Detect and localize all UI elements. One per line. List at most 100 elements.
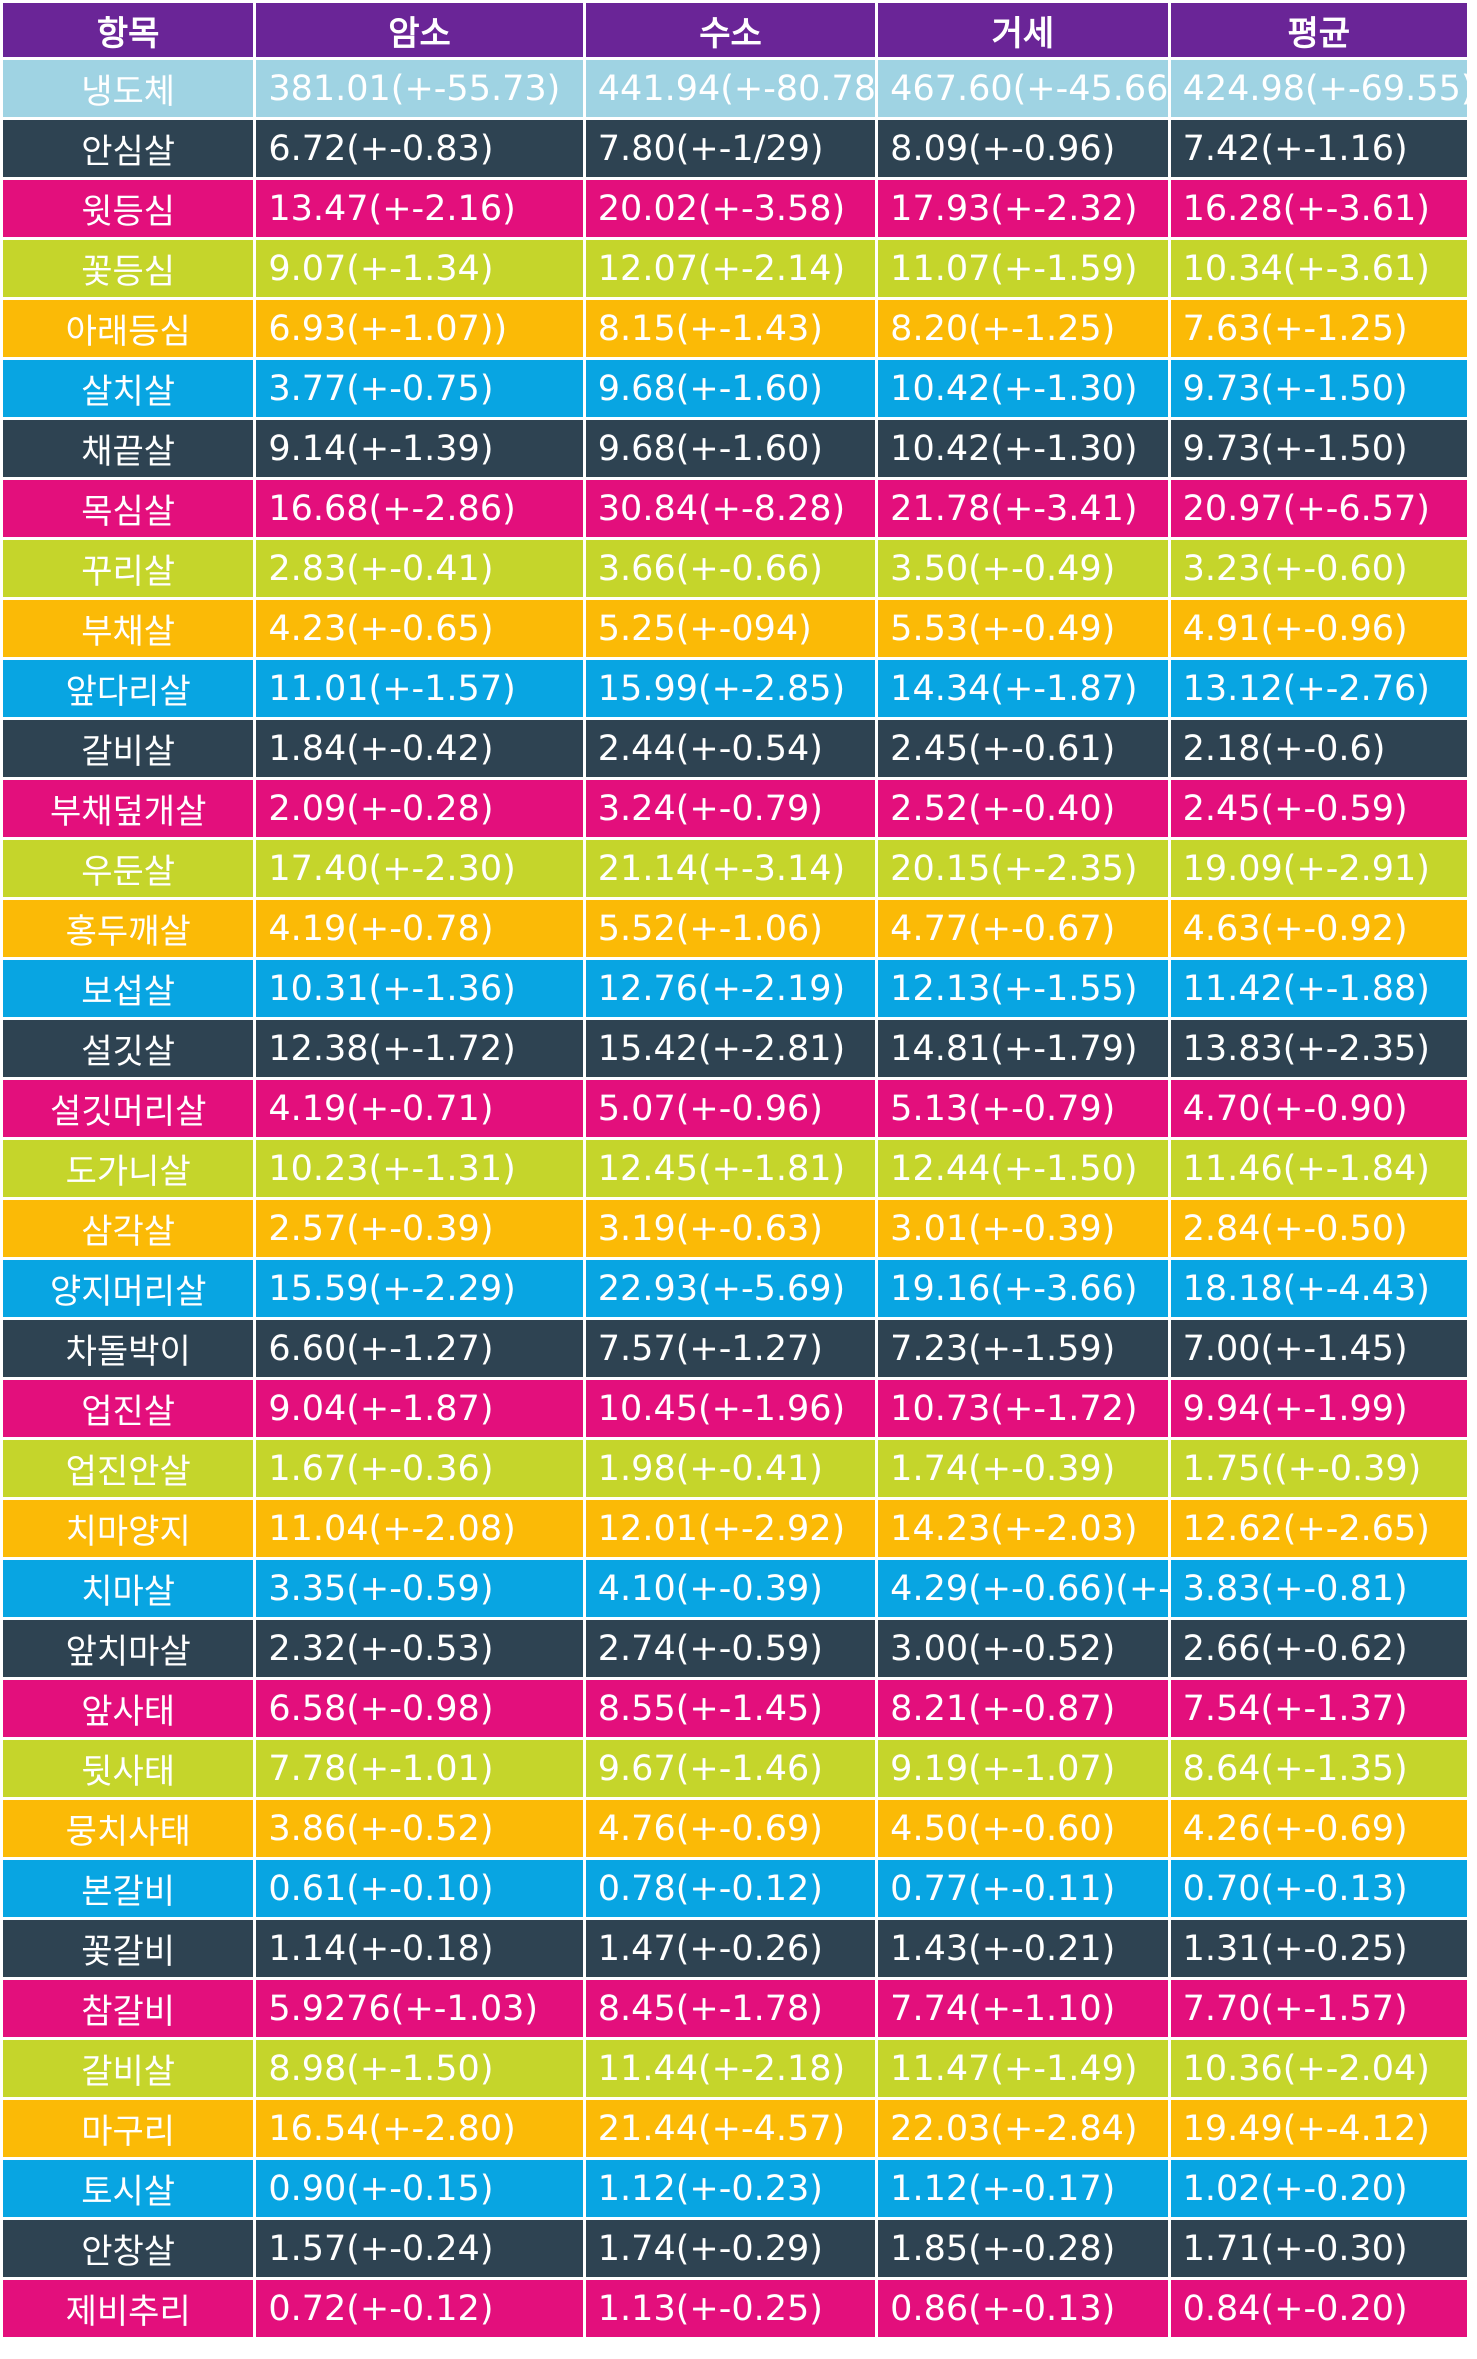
table-row: 목심살 16.68(+-2.86) 30.84(+-8.28) 21.78(+-3.4… — [3, 480, 1467, 537]
bull-value-cell: 8.55(+-1.45) — [585, 1680, 876, 1737]
steer-value-cell: 14.23(+-2.03) — [878, 1500, 1168, 1557]
average-value-cell: 7.70(+-1.57) — [1170, 1980, 1467, 2037]
average-value-cell: 4.70(+-0.90) — [1170, 1080, 1467, 1137]
cow-value-cell: 2.83(+-0.41) — [256, 540, 583, 597]
steer-value-cell: 0.86(+-0.13) — [878, 2280, 1168, 2337]
bull-value-cell: 2.44(+-0.54) — [585, 720, 876, 777]
cow-value-cell: 9.14(+-1.39) — [256, 420, 583, 477]
cut-name-cell: 본갈비 — [3, 1860, 254, 1917]
table-row: 마구리 16.54(+-2.80) 21.44(+-4.57) 22.03(+-2.8… — [3, 2100, 1467, 2157]
cut-name-cell: 꾸리살 — [3, 540, 254, 597]
cow-value-cell: 16.54(+-2.80) — [256, 2100, 583, 2157]
table-row: 앞다리살 11.01(+-1.57) 15.99(+-2.85) 14.34(+-1.… — [3, 660, 1467, 717]
bull-value-cell: 12.45(+-1.81) — [585, 1140, 876, 1197]
cut-name-cell: 제비추리 — [3, 2280, 254, 2337]
steer-value-cell: 5.53(+-0.49) — [878, 600, 1168, 657]
average-value-cell: 16.28(+-3.61) — [1170, 180, 1467, 237]
average-value-cell: 4.91(+-0.96) — [1170, 600, 1467, 657]
cut-name-cell: 안심살 — [3, 120, 254, 177]
steer-value-cell: 467.60(+-45.66) — [878, 60, 1168, 117]
cut-name-cell: 뭉치사태 — [3, 1800, 254, 1857]
table-row: 뭉치사태 3.86(+-0.52) 4.76(+-0.69) 4.50(+-0.60)… — [3, 1800, 1467, 1857]
steer-value-cell: 8.21(+-0.87) — [878, 1680, 1168, 1737]
steer-value-cell: 17.93(+-2.32) — [878, 180, 1168, 237]
bull-value-cell: 8.15(+-1.43) — [585, 300, 876, 357]
bull-value-cell: 8.45(+-1.78) — [585, 1980, 876, 2037]
average-value-cell: 1.71(+-0.30) — [1170, 2220, 1467, 2277]
average-value-cell: 7.42(+-1.16) — [1170, 120, 1467, 177]
steer-value-cell: 8.09(+-0.96) — [878, 120, 1168, 177]
bull-value-cell: 1.13(+-0.25) — [585, 2280, 876, 2337]
bull-value-cell: 4.76(+-0.69) — [585, 1800, 876, 1857]
bull-value-cell: 441.94(+-80.78) — [585, 60, 876, 117]
average-value-cell: 11.42(+-1.88) — [1170, 960, 1467, 1017]
cow-value-cell: 5.9276(+-1.03) — [256, 1980, 583, 2037]
steer-value-cell: 3.50(+-0.49) — [878, 540, 1168, 597]
steer-value-cell: 1.43(+-0.21) — [878, 1920, 1168, 1977]
average-value-cell: 2.66(+-0.62) — [1170, 1620, 1467, 1677]
bull-value-cell: 0.78(+-0.12) — [585, 1860, 876, 1917]
table-row: 우둔살 17.40(+-2.30) 21.14(+-3.14) 20.15(+-2.3… — [3, 840, 1467, 897]
table-row: 꾸리살 2.83(+-0.41) 3.66(+-0.66) 3.50(+-0.49) 3… — [3, 540, 1467, 597]
table-row: 부채살 4.23(+-0.65) 5.25(+-094) 5.53(+-0.49) 4.… — [3, 600, 1467, 657]
cow-value-cell: 0.90(+-0.15) — [256, 2160, 583, 2217]
table-row: 치마양지 11.04(+-2.08) 12.01(+-2.92) 14.23(+-2.… — [3, 1500, 1467, 1557]
cut-name-cell: 도가니살 — [3, 1140, 254, 1197]
steer-value-cell: 10.73(+-1.72) — [878, 1380, 1168, 1437]
cut-name-cell: 목심살 — [3, 480, 254, 537]
bull-value-cell: 12.76(+-2.19) — [585, 960, 876, 1017]
average-value-cell: 1.75((+-0.39) — [1170, 1440, 1467, 1497]
cut-name-cell: 설깃살 — [3, 1020, 254, 1077]
average-value-cell: 18.18(+-4.43) — [1170, 1260, 1467, 1317]
cow-value-cell: 0.61(+-0.10) — [256, 1860, 583, 1917]
cow-value-cell: 3.35(+-0.59) — [256, 1560, 583, 1617]
steer-value-cell: 4.29(+-0.66)(+-) — [878, 1560, 1168, 1617]
steer-value-cell: 1.12(+-0.17) — [878, 2160, 1168, 2217]
cow-value-cell: 1.14(+-0.18) — [256, 1920, 583, 1977]
average-value-cell: 0.70(+-0.13) — [1170, 1860, 1467, 1917]
average-value-cell: 3.23(+-0.60) — [1170, 540, 1467, 597]
cow-value-cell: 11.01(+-1.57) — [256, 660, 583, 717]
bull-value-cell: 30.84(+-8.28) — [585, 480, 876, 537]
average-value-cell: 0.84(+-0.20) — [1170, 2280, 1467, 2337]
bull-value-cell: 3.24(+-0.79) — [585, 780, 876, 837]
steer-value-cell: 14.81(+-1.79) — [878, 1020, 1168, 1077]
header-bull: 수소 — [585, 3, 876, 57]
steer-value-cell: 2.52(+-0.40) — [878, 780, 1168, 837]
cow-value-cell: 4.19(+-0.71) — [256, 1080, 583, 1137]
average-value-cell: 10.34(+-3.61) — [1170, 240, 1467, 297]
average-value-cell: 11.46(+-1.84) — [1170, 1140, 1467, 1197]
table-row: 아래등심 6.93(+-1.07)) 8.15(+-1.43) 8.20(+-1.25… — [3, 300, 1467, 357]
average-value-cell: 7.54(+-1.37) — [1170, 1680, 1467, 1737]
table-row: 꽃등심 9.07(+-1.34) 12.07(+-2.14) 11.07(+-1.59… — [3, 240, 1467, 297]
table-row: 앞사태 6.58(+-0.98) 8.55(+-1.45) 8.21(+-0.87) 7… — [3, 1680, 1467, 1737]
header-item: 항목 — [3, 3, 254, 57]
header-average: 평균 — [1170, 3, 1467, 57]
average-value-cell: 424.98(+-69.55) — [1170, 60, 1467, 117]
cow-value-cell: 4.19(+-0.78) — [256, 900, 583, 957]
cut-name-cell: 업진살 — [3, 1380, 254, 1437]
average-value-cell: 7.63(+-1.25) — [1170, 300, 1467, 357]
cut-name-cell: 앞치마살 — [3, 1620, 254, 1677]
steer-value-cell: 21.78(+-3.41) — [878, 480, 1168, 537]
bull-value-cell: 21.14(+-3.14) — [585, 840, 876, 897]
cow-value-cell: 381.01(+-55.73) — [256, 60, 583, 117]
steer-value-cell: 5.13(+-0.79) — [878, 1080, 1168, 1137]
table-row: 치마살 3.35(+-0.59) 4.10(+-0.39) 4.29(+-0.66)(… — [3, 1560, 1467, 1617]
table-row: 삼각살 2.57(+-0.39) 3.19(+-0.63) 3.01(+-0.39) 2… — [3, 1200, 1467, 1257]
table-row: 안심살 6.72(+-0.83) 7.80(+-1/29) 8.09(+-0.96) 7… — [3, 120, 1467, 177]
cut-name-cell: 마구리 — [3, 2100, 254, 2157]
cut-name-cell: 앞다리살 — [3, 660, 254, 717]
table-row: 차돌박이 6.60(+-1.27) 7.57(+-1.27) 7.23(+-1.59)… — [3, 1320, 1467, 1377]
bull-value-cell: 20.02(+-3.58) — [585, 180, 876, 237]
steer-value-cell: 3.01(+-0.39) — [878, 1200, 1168, 1257]
table-row: 앞치마살 2.32(+-0.53) 2.74(+-0.59) 3.00(+-0.52)… — [3, 1620, 1467, 1677]
cut-name-cell: 우둔살 — [3, 840, 254, 897]
cut-name-cell: 토시살 — [3, 2160, 254, 2217]
average-value-cell: 9.73(+-1.50) — [1170, 420, 1467, 477]
cow-value-cell: 1.57(+-0.24) — [256, 2220, 583, 2277]
bull-value-cell: 9.68(+-1.60) — [585, 360, 876, 417]
bull-value-cell: 1.12(+-0.23) — [585, 2160, 876, 2217]
steer-value-cell: 8.20(+-1.25) — [878, 300, 1168, 357]
